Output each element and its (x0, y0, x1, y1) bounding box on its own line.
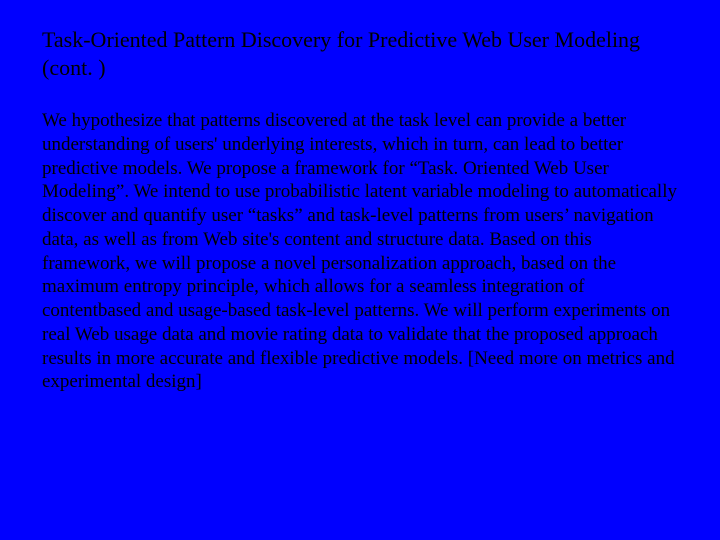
slide-body-text: We hypothesize that patterns discovered … (42, 109, 678, 394)
slide-title: Task-Oriented Pattern Discovery for Pred… (42, 26, 678, 81)
slide-container: Task-Oriented Pattern Discovery for Pred… (0, 0, 720, 540)
